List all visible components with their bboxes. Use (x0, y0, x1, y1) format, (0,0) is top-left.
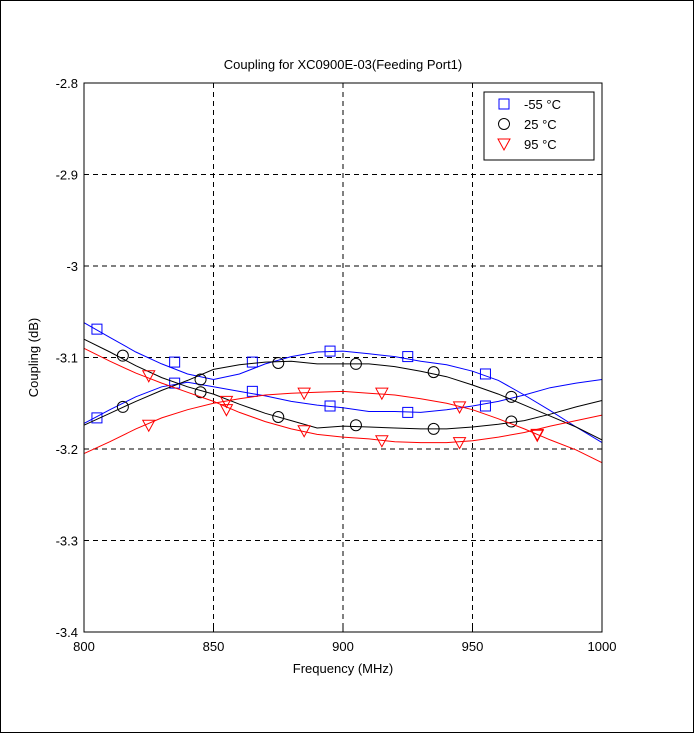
data-point-marker (505, 390, 518, 403)
data-point-marker (297, 425, 311, 438)
legend-label: 25 °C (524, 117, 557, 132)
data-point-marker (91, 323, 103, 335)
data-point-marker (427, 366, 440, 379)
data-point-marker (246, 385, 258, 397)
legend-items: -55 °C 25 °C 95 °C (497, 97, 561, 152)
data-point-marker (219, 404, 234, 417)
data-point-marker (479, 368, 491, 380)
y-tick-label: -3 (66, 259, 78, 274)
legend-marker (498, 118, 510, 130)
x-tick-label: 950 (462, 639, 484, 654)
data-point-marker (402, 406, 414, 418)
series-line (83, 360, 603, 441)
legend-item: 25 °C (498, 117, 557, 132)
series-group (83, 347, 603, 464)
data-point-marker (349, 357, 362, 370)
data-point-marker (194, 386, 207, 399)
data-point-marker (530, 428, 545, 442)
y-axis-label: Coupling (dB) (26, 318, 41, 398)
data-point-marker (272, 410, 285, 423)
data-point-marker (324, 400, 336, 412)
series-layer (83, 322, 603, 464)
legend-label: -55 °C (524, 97, 561, 112)
x-tick-label: 850 (203, 639, 225, 654)
legend-box (483, 91, 595, 161)
data-point-marker (452, 401, 467, 414)
chart-title: Coupling for XC0900E-03(Feeding Port1) (224, 57, 462, 72)
data-point-marker (427, 422, 440, 435)
data-point-marker (246, 356, 258, 368)
legend-label: 95 °C (524, 137, 557, 152)
legend-item: 95 °C (497, 137, 557, 152)
data-point-marker (402, 351, 414, 363)
data-point-marker (375, 387, 389, 401)
axis-ticks: 800 850 900 950 1000 -3.4 -3.3 -3.2 -3.1 -3 -2.9 -2… (56, 76, 617, 654)
legend: -55 °C 25 °C 95 °C (483, 91, 595, 161)
x-tick-label: 800 (73, 639, 95, 654)
legend-marker (497, 138, 511, 152)
data-point-marker (375, 435, 389, 448)
data-point-marker (272, 356, 285, 369)
data-point-marker (194, 373, 207, 386)
y-tick-label: -2.9 (56, 168, 78, 183)
y-tick-label: -3.4 (56, 625, 78, 640)
legend-marker (498, 98, 510, 110)
data-point-marker (141, 419, 156, 433)
data-point-marker (349, 419, 362, 432)
x-tick-label: 1000 (588, 639, 617, 654)
x-axis-label: Frequency (MHz) (293, 661, 393, 676)
data-point-marker (297, 387, 311, 401)
y-tick-label: -2.8 (56, 76, 78, 91)
series-line (83, 379, 603, 424)
y-tick-label: -3.3 (56, 534, 78, 549)
data-point-marker (141, 370, 156, 383)
legend-item: -55 °C (498, 97, 561, 112)
y-tick-label: -3.1 (56, 351, 78, 366)
data-point-marker (116, 400, 129, 413)
series-group (83, 322, 603, 444)
data-point-marker (452, 437, 467, 450)
data-point-marker (324, 345, 336, 357)
data-point-marker (116, 349, 129, 362)
data-point-marker (479, 400, 491, 412)
data-point-marker (169, 356, 181, 368)
data-point-marker (219, 395, 234, 409)
series-line (83, 347, 603, 444)
x-tick-label: 900 (332, 639, 354, 654)
series-line (83, 390, 603, 464)
series-line (83, 338, 603, 430)
data-point-marker (91, 412, 103, 424)
grid (84, 83, 602, 632)
series-group (83, 338, 603, 441)
y-tick-label: -3.2 (56, 442, 78, 457)
